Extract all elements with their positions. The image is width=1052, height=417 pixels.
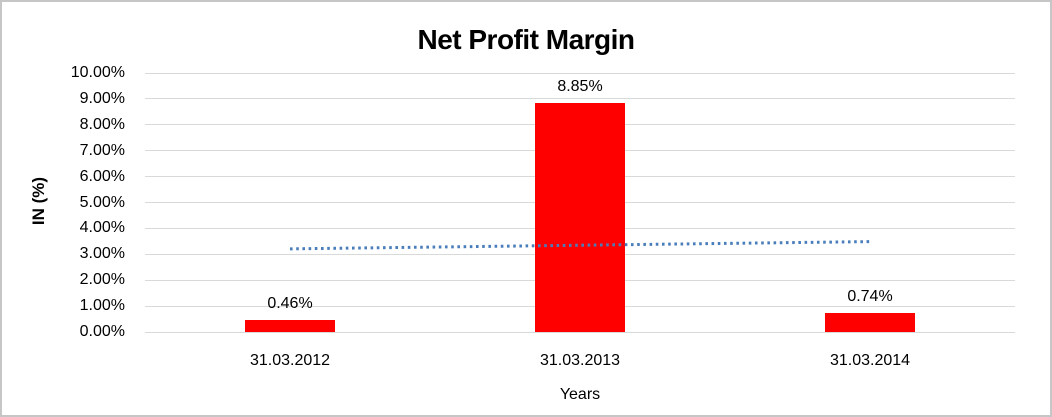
gridline — [145, 72, 1015, 74]
y-axis-tick-label: 8.00% — [79, 115, 125, 133]
y-axis-tick-label: 5.00% — [79, 193, 125, 211]
y-axis-tick-label: 1.00% — [79, 297, 125, 315]
y-axis-tick-label: 4.00% — [79, 219, 125, 237]
x-axis-tick-label: 31.03.2014 — [829, 352, 911, 369]
y-axis-tick-labels: 0.00% 1.00% 2.00% 3.00% 4.00% 5.00% 6.00% 7.00%… — [35, 65, 125, 340]
y-axis-tick-label: 2.00% — [79, 271, 125, 289]
plot-area: 0.46% 8.85% 0.74% — [145, 72, 1015, 333]
x-axis-tick-label: 31.03.2012 — [249, 352, 331, 369]
y-axis-tick-label: 6.00% — [79, 167, 125, 185]
gridline — [145, 98, 1015, 100]
y-axis-tick-label: 9.00% — [79, 89, 125, 107]
x-axis-tick-label: 31.03.2013 — [539, 352, 621, 369]
y-axis-tick-label: 7.00% — [79, 141, 125, 159]
bar-31.03.2014 — [825, 312, 915, 332]
y-axis-tick-label: 3.00% — [79, 245, 125, 263]
chart-title: Net Profit Margin — [417, 24, 635, 55]
data-label: 0.46% — [267, 295, 313, 313]
data-label: 8.85% — [557, 77, 603, 95]
y-axis-tick-label: 10.00% — [70, 64, 125, 81]
x-axis-title: Years — [559, 386, 601, 403]
bar-31.03.2012 — [245, 320, 335, 332]
y-axis-tick-label: 0.00% — [79, 323, 125, 340]
gridline — [145, 331, 1015, 333]
bar-31.03.2013 — [535, 102, 625, 332]
data-label: 0.74% — [847, 287, 893, 305]
